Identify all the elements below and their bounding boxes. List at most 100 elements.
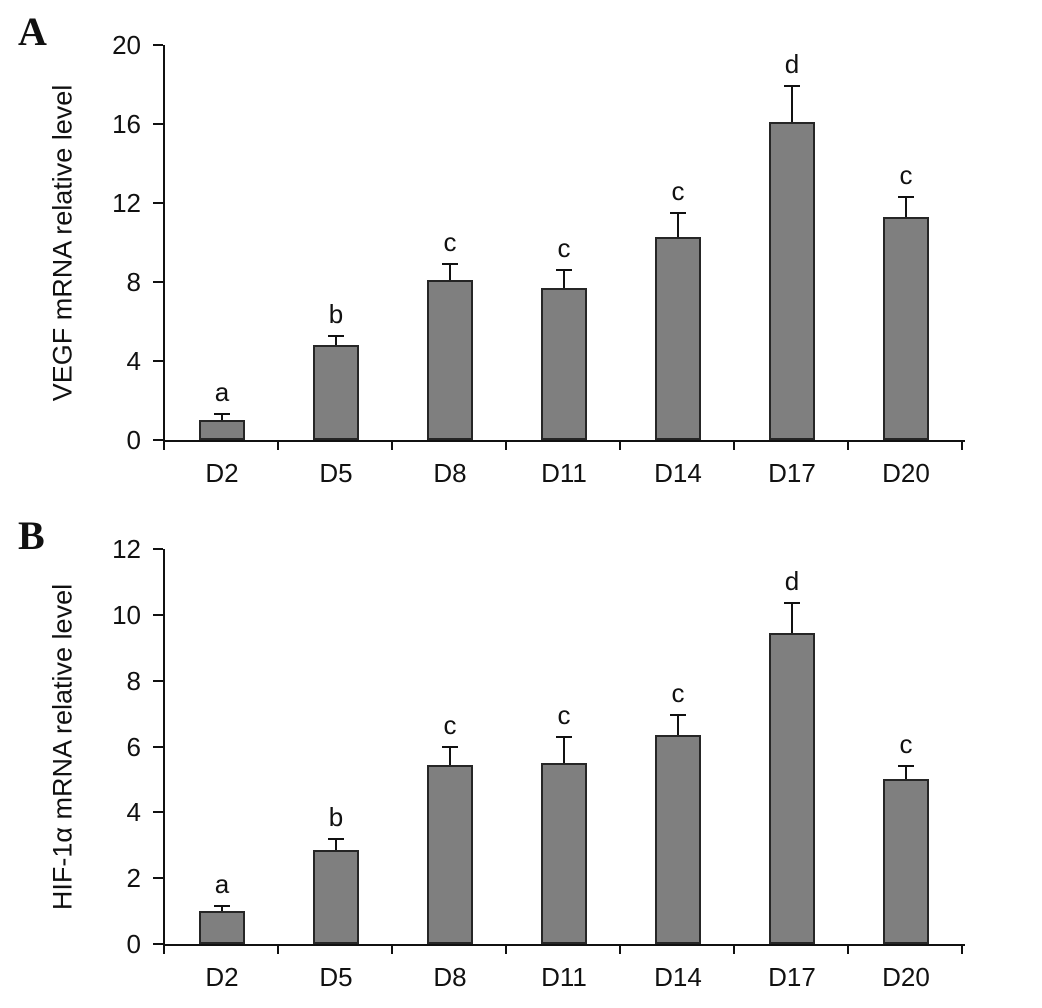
x-tick-label: D20 [882, 458, 930, 488]
error-bar-stem [563, 270, 565, 288]
error-bar-stem [791, 603, 793, 633]
y-tick-mark [153, 745, 163, 748]
x-tick-mark [277, 442, 279, 450]
y-tick-label: 12 [112, 188, 141, 218]
error-bar-cap [670, 211, 686, 214]
error-bar-stem [221, 906, 223, 912]
x-tick-mark [619, 442, 621, 450]
bar [427, 280, 473, 440]
x-tick-mark [847, 442, 849, 450]
error-bar-cap [442, 745, 458, 748]
x-tick-mark [505, 946, 507, 954]
significance-label: c [443, 227, 457, 258]
error-bar-stem [791, 86, 793, 123]
significance-label: c [899, 729, 913, 760]
error-bar-cap [214, 413, 230, 416]
error-bar-stem [905, 197, 907, 217]
error-bar-stem [335, 838, 337, 851]
y-tick-label: 10 [112, 599, 141, 630]
y-tick-label: 0 [126, 425, 141, 455]
significance-label: a [214, 377, 230, 408]
panel-letter: B [18, 513, 45, 558]
y-tick-mark [153, 943, 163, 945]
x-tick-label: D17 [768, 458, 816, 488]
x-tick-mark [619, 946, 621, 954]
panel-letter: A [18, 9, 47, 54]
error-bar-stem [449, 264, 451, 281]
y-tick-label: 0 [126, 929, 141, 959]
y-tick-label: 16 [112, 109, 141, 139]
x-tick-label: D2 [205, 962, 239, 992]
error-bar-stem [221, 414, 223, 421]
y-tick-mark [153, 123, 163, 125]
significance-label: c [557, 233, 571, 264]
bar [541, 287, 587, 440]
x-tick-label: D8 [433, 458, 467, 488]
y-tick-label: 2 [126, 863, 141, 894]
significance-label: b [328, 801, 344, 832]
panel-B-hif1a-chart: B HIF-1α mRNA relative level 0 2 4 6 8 10 12 a D2 b… [0, 504, 1042, 1008]
x-tick-mark [391, 442, 393, 450]
bar [883, 216, 929, 440]
y-tick-label: 4 [126, 797, 141, 828]
significance-label: a [214, 869, 230, 900]
y-axis-line [163, 549, 165, 946]
bar [769, 632, 815, 944]
bar [427, 764, 473, 944]
error-bar-cap [784, 85, 800, 88]
x-tick-label: D2 [205, 458, 239, 488]
bar [313, 850, 359, 944]
y-tick-mark [153, 811, 163, 814]
significance-label: b [328, 299, 344, 330]
x-tick-mark [733, 442, 735, 450]
bar [199, 911, 245, 944]
significance-label: d [784, 49, 800, 80]
x-axis-line [163, 944, 965, 946]
bar [655, 236, 701, 440]
error-bar-cap [328, 335, 344, 338]
error-bar-cap [556, 735, 572, 738]
error-bar-cap [214, 905, 230, 908]
error-bar-cap [898, 765, 914, 768]
x-tick-mark [961, 946, 963, 954]
bar [883, 779, 929, 944]
error-bar-stem [905, 766, 907, 780]
x-tick-mark [505, 442, 507, 450]
x-tick-mark [391, 946, 393, 954]
error-bar-cap [898, 196, 914, 199]
x-tick-mark [163, 442, 165, 450]
x-axis-line [163, 440, 965, 442]
x-tick-mark [961, 442, 963, 450]
x-tick-mark [277, 946, 279, 954]
error-bar-cap [556, 269, 572, 272]
significance-label: c [671, 175, 685, 206]
y-tick-label: 6 [126, 731, 141, 762]
y-tick-label: 12 [112, 534, 141, 564]
significance-label: c [443, 709, 457, 740]
x-tick-label: D11 [541, 962, 587, 992]
y-tick-label: 8 [126, 267, 141, 297]
x-tick-label: D14 [654, 458, 702, 488]
error-bar-cap [442, 263, 458, 266]
y-tick-label: 8 [126, 665, 141, 696]
error-bar-stem [449, 746, 451, 765]
x-tick-mark [733, 946, 735, 954]
y-axis-title: VEGF mRNA relative level [47, 84, 77, 401]
error-bar-cap [784, 602, 800, 605]
y-tick-mark [153, 548, 163, 550]
bar [541, 762, 587, 944]
bar [199, 420, 245, 440]
bar [769, 122, 815, 440]
y-tick-mark [153, 202, 163, 204]
x-tick-label: D8 [433, 962, 467, 992]
significance-label: d [784, 566, 800, 597]
y-tick-mark [153, 679, 163, 682]
x-tick-label: D5 [319, 458, 353, 488]
panel-A-vegf-chart: A VEGF mRNA relative level 0 4 8 12 16 20 a D2 b D5… [18, 9, 965, 488]
y-tick-label: 4 [126, 346, 141, 376]
y-tick-mark [153, 360, 163, 362]
error-bar-stem [563, 736, 565, 763]
y-axis-line [163, 45, 165, 442]
significance-label: c [671, 678, 685, 709]
